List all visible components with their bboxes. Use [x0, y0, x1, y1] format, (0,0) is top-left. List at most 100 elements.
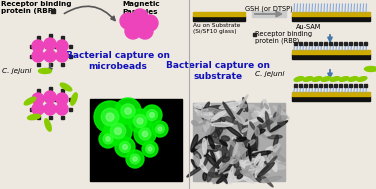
- Bar: [53, 108, 56, 111]
- Ellipse shape: [268, 156, 277, 165]
- Circle shape: [32, 50, 44, 62]
- Circle shape: [125, 23, 141, 39]
- Bar: [304, 84, 307, 87]
- Ellipse shape: [243, 118, 261, 125]
- Circle shape: [142, 131, 148, 137]
- Ellipse shape: [250, 122, 255, 130]
- Ellipse shape: [255, 156, 273, 168]
- Circle shape: [146, 145, 155, 153]
- Circle shape: [56, 50, 68, 62]
- Ellipse shape: [224, 102, 237, 107]
- Ellipse shape: [237, 117, 244, 134]
- Bar: [299, 42, 302, 45]
- Ellipse shape: [274, 112, 278, 119]
- Ellipse shape: [216, 125, 221, 141]
- Ellipse shape: [212, 123, 233, 126]
- Ellipse shape: [234, 105, 255, 111]
- Bar: [49, 87, 52, 90]
- Ellipse shape: [209, 137, 224, 145]
- Ellipse shape: [221, 136, 229, 141]
- Bar: [349, 42, 352, 45]
- Bar: [69, 108, 72, 111]
- Ellipse shape: [210, 153, 217, 170]
- Ellipse shape: [231, 100, 236, 111]
- Bar: [329, 84, 332, 87]
- Bar: [314, 84, 317, 87]
- Circle shape: [156, 125, 164, 133]
- Bar: [292, 96, 370, 101]
- Circle shape: [133, 114, 147, 128]
- Circle shape: [130, 154, 140, 164]
- Bar: [36, 36, 39, 39]
- Ellipse shape: [233, 101, 238, 107]
- Ellipse shape: [199, 144, 214, 149]
- Ellipse shape: [262, 162, 269, 166]
- Circle shape: [115, 98, 141, 124]
- Bar: [339, 84, 342, 87]
- Bar: [51, 9, 55, 13]
- Bar: [61, 53, 64, 56]
- Bar: [349, 84, 352, 87]
- Ellipse shape: [236, 167, 241, 175]
- FancyArrowPatch shape: [64, 6, 115, 20]
- Ellipse shape: [252, 169, 262, 177]
- Bar: [314, 42, 317, 45]
- Ellipse shape: [196, 143, 208, 148]
- Circle shape: [148, 147, 152, 151]
- Bar: [359, 84, 362, 87]
- Ellipse shape: [239, 147, 255, 160]
- Bar: [45, 54, 48, 57]
- Ellipse shape: [237, 174, 243, 179]
- Ellipse shape: [213, 107, 222, 114]
- Bar: [61, 36, 64, 39]
- Ellipse shape: [235, 170, 241, 175]
- Text: Au-SAM: Au-SAM: [296, 24, 321, 30]
- Ellipse shape: [24, 97, 36, 105]
- Ellipse shape: [233, 157, 240, 163]
- Ellipse shape: [273, 135, 278, 148]
- Bar: [29, 54, 32, 57]
- Circle shape: [106, 113, 114, 121]
- Ellipse shape: [197, 107, 206, 121]
- Text: GSH (or DTSP): GSH (or DTSP): [245, 6, 293, 12]
- Ellipse shape: [208, 136, 218, 149]
- Text: C. jejuni: C. jejuni: [255, 71, 284, 77]
- Ellipse shape: [203, 106, 223, 110]
- Ellipse shape: [255, 127, 259, 136]
- Ellipse shape: [254, 154, 261, 165]
- Ellipse shape: [243, 98, 248, 112]
- Bar: [193, 12, 245, 16]
- Bar: [359, 42, 362, 45]
- Bar: [49, 104, 52, 107]
- Circle shape: [132, 9, 148, 25]
- Ellipse shape: [225, 150, 229, 160]
- Ellipse shape: [256, 119, 275, 129]
- Ellipse shape: [221, 173, 227, 184]
- Ellipse shape: [261, 113, 271, 124]
- Bar: [49, 116, 52, 119]
- Bar: [53, 98, 56, 101]
- Ellipse shape: [229, 139, 235, 159]
- Ellipse shape: [242, 128, 247, 132]
- Text: C. jejuni: C. jejuni: [2, 68, 31, 74]
- Ellipse shape: [214, 143, 220, 160]
- Ellipse shape: [264, 104, 268, 109]
- Bar: [41, 54, 44, 57]
- Ellipse shape: [214, 128, 223, 137]
- Bar: [339, 42, 342, 45]
- Ellipse shape: [191, 160, 197, 169]
- Ellipse shape: [244, 119, 247, 141]
- Bar: [53, 44, 56, 47]
- Ellipse shape: [203, 114, 208, 131]
- Ellipse shape: [232, 144, 242, 150]
- Ellipse shape: [27, 114, 40, 120]
- Bar: [61, 89, 64, 92]
- Ellipse shape: [235, 173, 254, 183]
- Ellipse shape: [206, 122, 209, 133]
- Circle shape: [158, 127, 162, 131]
- Ellipse shape: [217, 174, 228, 184]
- Bar: [193, 103, 285, 181]
- Ellipse shape: [321, 77, 331, 81]
- Bar: [61, 63, 64, 66]
- Circle shape: [142, 141, 158, 157]
